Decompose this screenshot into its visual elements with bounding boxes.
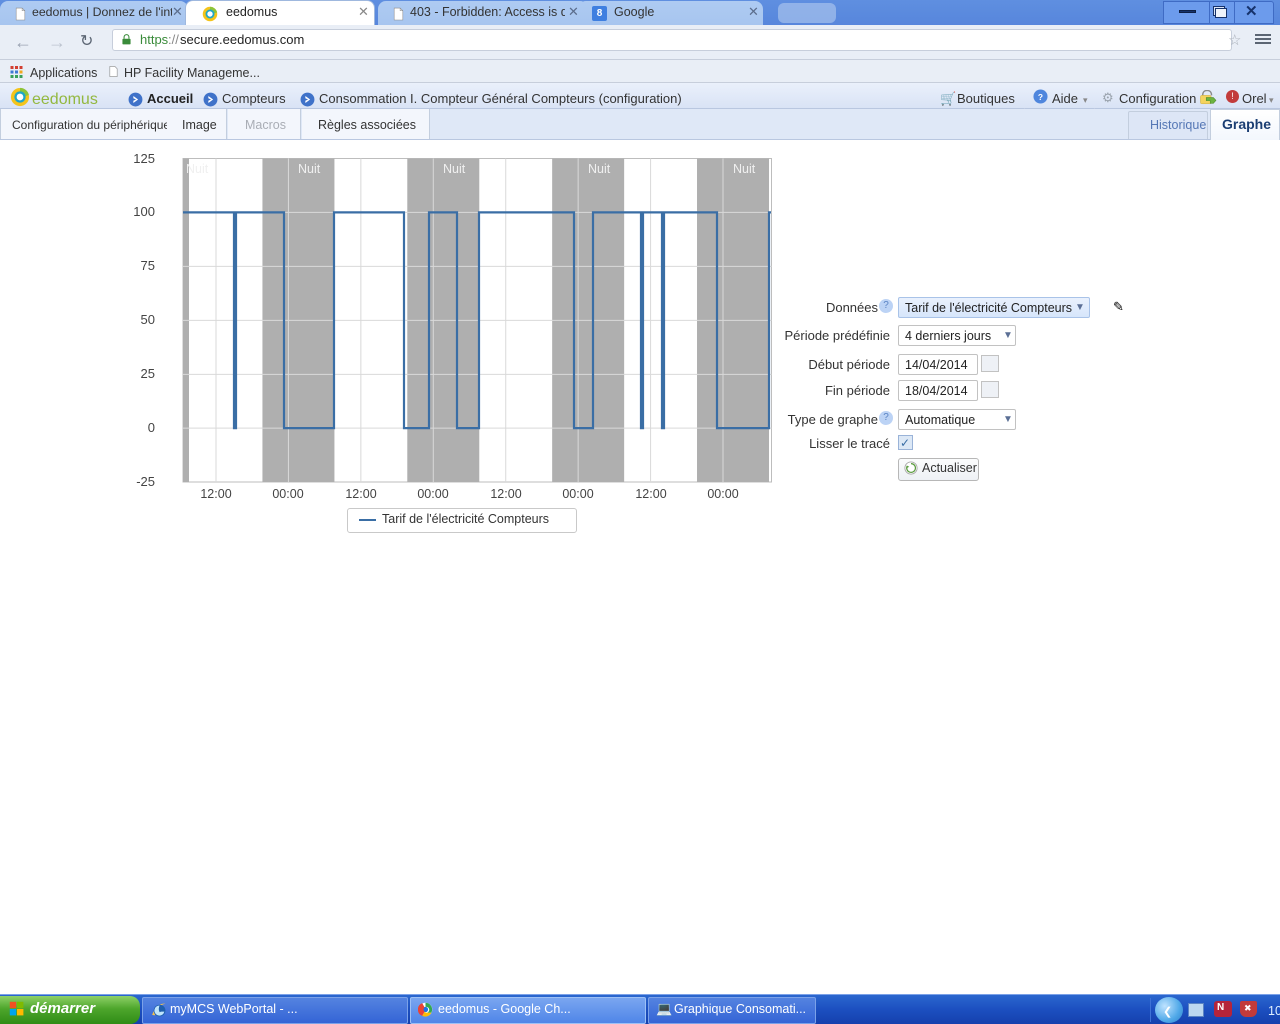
svg-text:-25: -25	[136, 474, 155, 489]
svg-text:25: 25	[141, 366, 155, 381]
svg-text:Nuit: Nuit	[443, 162, 466, 176]
svg-text:00:00: 00:00	[417, 487, 448, 501]
svg-text:12:00: 12:00	[345, 487, 376, 501]
svg-text:00:00: 00:00	[707, 487, 738, 501]
svg-text:125: 125	[133, 151, 155, 166]
svg-text:?: ?	[1038, 92, 1043, 102]
svg-text:0: 0	[148, 420, 155, 435]
svg-text:12:00: 12:00	[200, 487, 231, 501]
svg-text:50: 50	[141, 312, 155, 327]
svg-text:Nuit: Nuit	[186, 162, 209, 176]
svg-text:75: 75	[141, 258, 155, 273]
svg-text:100: 100	[133, 204, 155, 219]
svg-text:Nuit: Nuit	[588, 162, 611, 176]
svg-text:12:00: 12:00	[490, 487, 521, 501]
svg-text:12:00: 12:00	[635, 487, 666, 501]
svg-text:Nuit: Nuit	[298, 162, 321, 176]
svg-text:Nuit: Nuit	[733, 162, 756, 176]
svg-text:00:00: 00:00	[272, 487, 303, 501]
svg-text:00:00: 00:00	[562, 487, 593, 501]
